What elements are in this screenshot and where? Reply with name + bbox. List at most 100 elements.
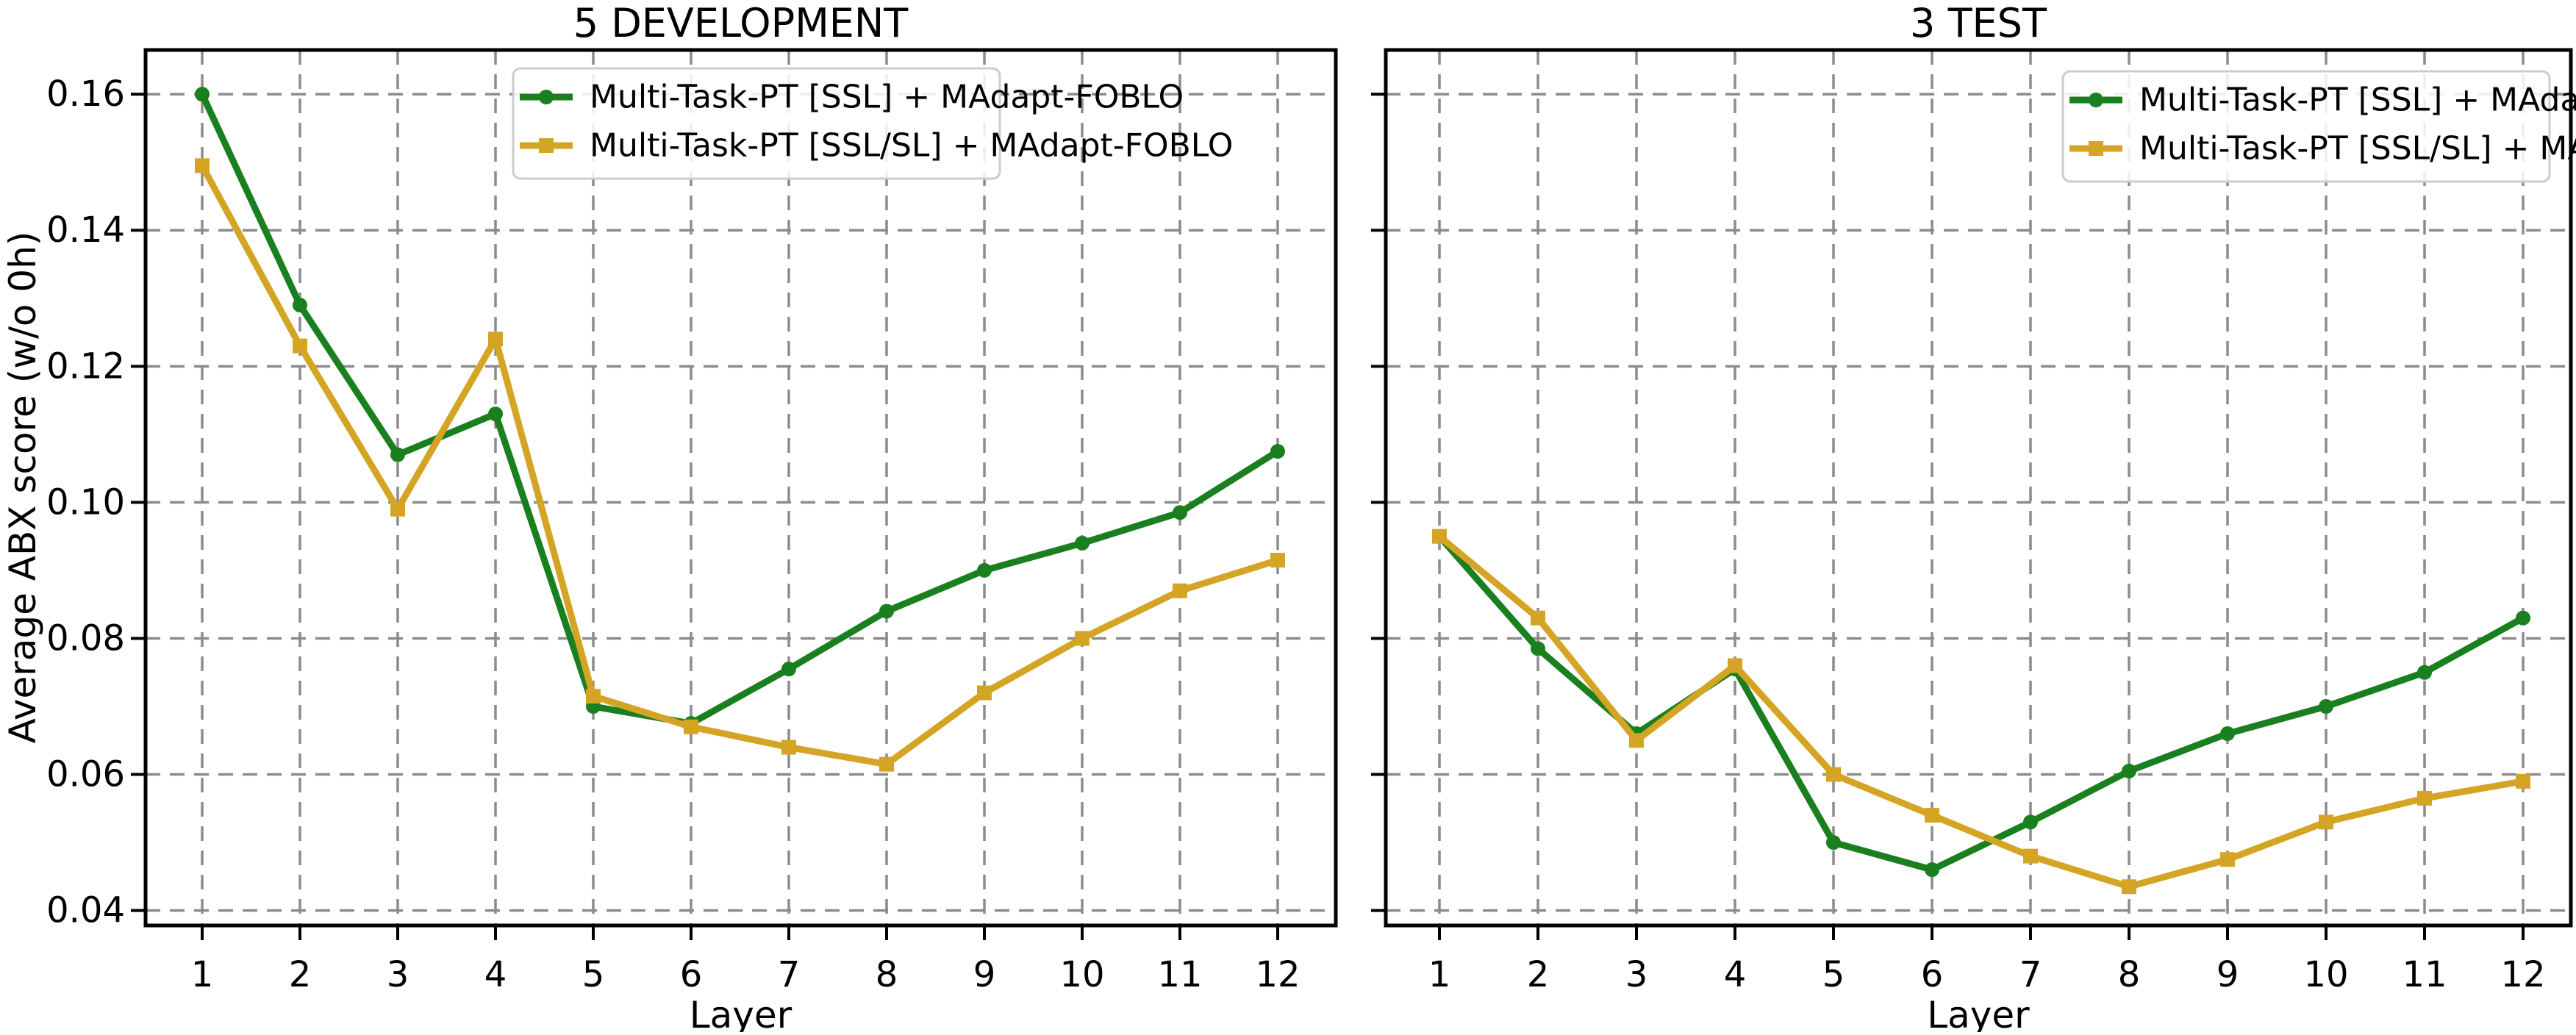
y-tick-label: 0.14	[46, 209, 125, 251]
data-point	[2516, 773, 2530, 789]
data-point	[293, 338, 307, 354]
x-tick-label: 1	[191, 954, 214, 995]
plot-area	[1386, 50, 2571, 925]
data-point	[1826, 767, 1841, 782]
chart-title: 5 DEVELOPMENT	[573, 0, 909, 46]
series-markers-ssl-sl	[195, 158, 1285, 772]
data-point	[2220, 852, 2235, 867]
data-point	[1270, 553, 1285, 568]
legend-label: Multi-Task-PT [SSL] + MAdapt-FOBLO	[590, 79, 1184, 116]
legend-marker-square-icon	[2089, 141, 2103, 156]
x-tick-label: 8	[2118, 954, 2141, 995]
data-point	[586, 689, 601, 704]
data-point	[1925, 808, 1939, 823]
series-line-ssl	[198, 90, 1281, 727]
data-point	[195, 87, 210, 102]
data-point	[977, 685, 992, 701]
data-point	[2122, 763, 2136, 778]
data-point	[2417, 790, 2432, 806]
data-point	[1173, 505, 1187, 520]
data-point	[684, 719, 698, 734]
chart-panel-development: 0.160.140.120.100.080.060.041 2 3 4 5 6 7 8 9 10 1…	[46, 0, 1338, 1035]
legend: Multi-Task-PT [SSL] + MAdapt-FOBLO Multi-…	[512, 67, 1233, 180]
x-tick-label: 11	[1157, 954, 1202, 995]
x-tick-label: 12	[1255, 954, 1300, 995]
x-tick-label: 9	[973, 954, 996, 995]
y-tick-label: 0.08	[46, 617, 125, 659]
data-point	[2220, 726, 2235, 742]
x-tick-label: 3	[387, 954, 409, 995]
data-point	[2319, 814, 2333, 830]
x-tick-label: 6	[1921, 954, 1944, 995]
data-point	[1925, 862, 1939, 878]
data-point	[2023, 848, 2038, 864]
x-tick-label: 9	[2217, 954, 2239, 995]
plot-area	[146, 50, 1336, 925]
data-point	[2516, 610, 2530, 626]
y-tick-label: 0.10	[46, 481, 125, 523]
y-tick-label: 0.06	[46, 754, 125, 795]
data-point	[2122, 879, 2136, 895]
axes-spines	[1384, 48, 2573, 928]
legend-label: Multi-Task-PT [SSL/SL] + MAdapt-FOBLO	[590, 127, 1233, 165]
data-point	[390, 501, 405, 517]
data-point	[195, 158, 210, 173]
legend: Multi-Task-PT [SSL] + MAdapt-FOBLO Multi-…	[2061, 70, 2576, 183]
data-point	[1728, 658, 1742, 673]
x-axis-label: Layer	[1927, 994, 2030, 1032]
y-tick-label: 0.16	[46, 74, 125, 115]
legend-marker-circle-icon	[2089, 93, 2103, 107]
y-tick-label: 0.04	[46, 890, 125, 931]
y-tick-label: 0.12	[46, 345, 125, 387]
axes-spines	[143, 48, 1338, 928]
x-tick-label: 4	[1724, 954, 1747, 995]
data-point	[1173, 583, 1187, 598]
legend-marker-square-icon	[539, 138, 554, 153]
x-tick-label: 5	[582, 954, 605, 995]
data-point	[1075, 535, 1090, 551]
series-markers-ssl-sl	[1432, 529, 2530, 895]
data-point	[2319, 699, 2333, 715]
legend-box	[512, 67, 1001, 180]
data-point	[1531, 641, 1545, 656]
x-tick-label: 3	[1625, 954, 1648, 995]
x-tick-label: 7	[778, 954, 801, 995]
x-tick-label: 8	[876, 954, 898, 995]
data-point	[1270, 443, 1285, 459]
data-point	[1531, 610, 1545, 626]
data-point	[781, 739, 796, 755]
grid	[1386, 50, 2571, 925]
x-axis-label: Layer	[690, 994, 793, 1032]
y-axis-label: Average ABX score (w/o 0h)	[1, 232, 44, 744]
legend-box	[2061, 70, 2551, 183]
x-tick-label: 5	[1822, 954, 1845, 995]
data-point	[293, 298, 307, 313]
x-tick-label: 10	[1059, 954, 1104, 995]
data-point	[1629, 733, 1644, 748]
x-tick-label: 2	[1527, 954, 1550, 995]
series-line-ssl-sl	[198, 162, 1281, 768]
data-point	[1075, 631, 1090, 646]
data-point	[488, 407, 503, 422]
x-tick-label: 1	[1428, 954, 1451, 995]
legend-label: Multi-Task-PT [SSL/SL] + MAdapt-FOBLO	[2139, 130, 2576, 168]
data-point	[781, 662, 796, 677]
x-tick-label: 11	[2402, 954, 2447, 995]
grid	[146, 50, 1336, 925]
x-tick-label: 6	[680, 954, 703, 995]
x-tick-label: 7	[2019, 954, 2042, 995]
data-point	[390, 447, 405, 462]
data-point	[2417, 665, 2432, 680]
data-point	[1432, 529, 1447, 544]
legend-marker-circle-icon	[539, 90, 554, 104]
data-point	[2023, 814, 2038, 830]
data-point	[1826, 835, 1841, 850]
tick-marks	[1371, 93, 2525, 940]
tick-marks	[131, 93, 1279, 940]
data-point	[879, 756, 894, 772]
x-tick-label: 2	[289, 954, 312, 995]
series-line-ssl-sl	[1436, 533, 2527, 890]
data-point	[977, 562, 992, 578]
